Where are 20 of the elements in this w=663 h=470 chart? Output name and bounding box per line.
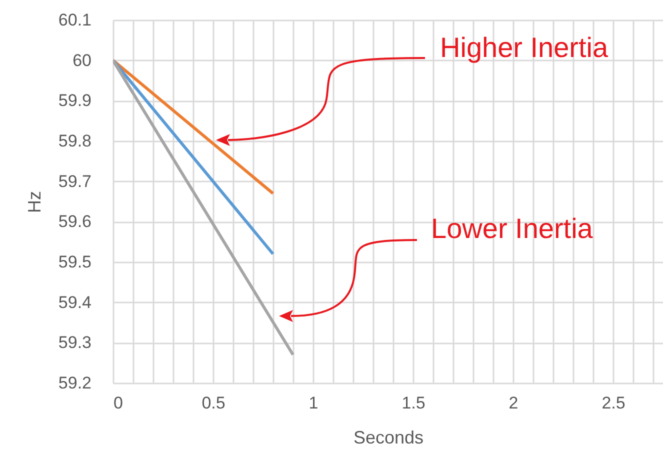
y-tick-label: 60	[72, 50, 92, 70]
x-tick-label: 0.5	[202, 394, 226, 412]
annotation: Lower Inertia	[431, 213, 594, 244]
x-tick-label: 2	[508, 394, 518, 412]
x-tick-label: 0	[114, 394, 123, 412]
y-tick-label: 59.7	[58, 172, 92, 191]
x-tick-label: 1	[308, 394, 318, 412]
y-tick-label: 59.9	[58, 91, 92, 110]
x-axis-title: Seconds	[353, 428, 424, 448]
y-tick-label: 59.5	[58, 252, 92, 272]
x-tick-label: 1.5	[402, 394, 426, 412]
y-tick-label: 59.8	[58, 132, 92, 150]
y-tick-label: 59.2	[58, 374, 92, 392]
x-tick-label: 2.5	[602, 394, 626, 412]
y-tick-label: 59.4	[58, 292, 92, 312]
y-tick-label: 59.3	[58, 333, 92, 352]
y-tick-label: 60.1	[58, 10, 92, 30]
y-tick-label: 59.6	[58, 212, 92, 232]
y-axis-title: Hz	[24, 191, 44, 213]
annotation: Higher Inertia	[440, 32, 609, 63]
